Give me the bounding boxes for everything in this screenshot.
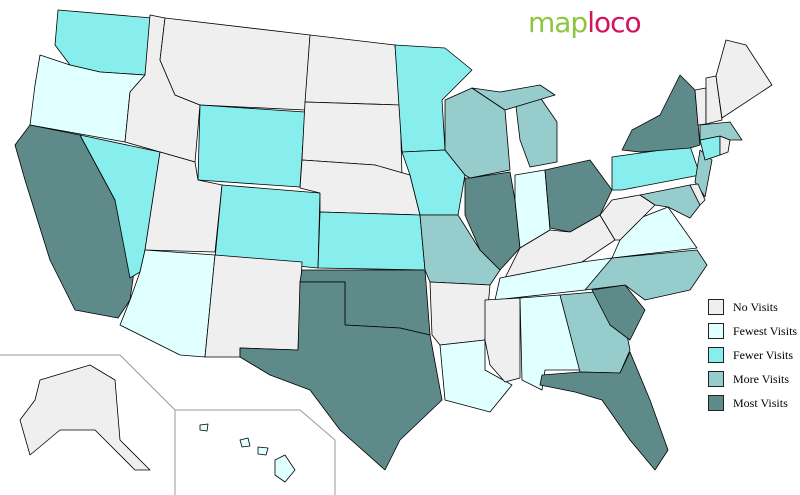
state-pa[interactable]: [611, 145, 701, 191]
state-nd[interactable]: [304, 34, 401, 106]
state-ms[interactable]: [484, 297, 521, 383]
state-hi[interactable]: [274, 454, 296, 483]
state-mt[interactable]: [159, 17, 311, 111]
legend-label: More Visits: [733, 371, 790, 386]
legend-swatch: [708, 347, 724, 363]
state-co[interactable]: [214, 184, 321, 269]
legend-swatch: [708, 323, 724, 339]
state-ks[interactable]: [317, 211, 426, 271]
legend-item-none: No Visits: [708, 295, 797, 319]
legend-swatch: [708, 299, 724, 315]
state-ar[interactable]: [429, 281, 491, 346]
state-mo[interactable]: [419, 214, 501, 286]
state-ak[interactable]: [19, 364, 151, 471]
legend-label: Fewest Visits: [733, 323, 798, 338]
alaska-inset-border: [0, 354, 176, 495]
state-de[interactable]: [689, 183, 706, 206]
legend-label: No Visits: [733, 299, 778, 314]
legend-item-fewer: Fewer Visits: [708, 343, 797, 367]
state-nm[interactable]: [204, 254, 303, 358]
legend-item-fewest: Fewest Visits: [708, 319, 797, 343]
state-va[interactable]: [611, 206, 698, 259]
state-wv[interactable]: [599, 194, 656, 241]
legend-swatch: [708, 371, 724, 387]
logo-text-map: map: [528, 6, 588, 39]
state-ma[interactable]: [699, 121, 743, 141]
map-legend: No Visits Fewest Visits Fewer Visits Mor…: [708, 295, 797, 415]
state-me[interactable]: [715, 39, 773, 119]
state-il[interactable]: [464, 171, 521, 271]
state-tx[interactable]: [239, 281, 443, 471]
state-wy[interactable]: [197, 104, 306, 188]
legend-item-more: More Visits: [708, 367, 797, 391]
maploco-logo: maploco: [528, 6, 642, 39]
state-fl[interactable]: [539, 351, 669, 471]
state-nh[interactable]: [705, 75, 723, 125]
state-hi[interactable]: [257, 446, 269, 456]
legend-label: Most Visits: [733, 395, 788, 410]
legend-label: Fewer Visits: [733, 347, 794, 362]
state-ny[interactable]: [621, 74, 701, 153]
hawaii-inset-border: [175, 409, 336, 495]
state-mi[interactable]: [471, 84, 556, 111]
state-hi[interactable]: [239, 437, 251, 448]
logo-text-loco: loco: [587, 6, 641, 39]
legend-swatch: [708, 395, 724, 411]
state-hi[interactable]: [199, 423, 209, 432]
legend-item-most: Most Visits: [708, 391, 797, 415]
